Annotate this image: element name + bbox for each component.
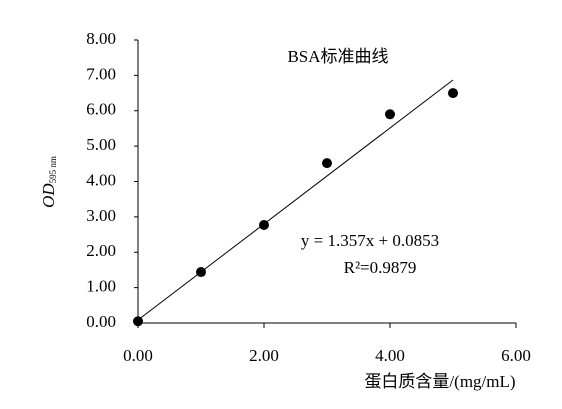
y-tick-label: 8.00 [86,29,116,48]
y-axis-label-main: OD [39,183,58,208]
y-axis-label: OD595 nm [39,156,58,208]
x-axis-label: 蛋白质含量/(mg/mL) [364,372,515,391]
y-axis-label-sub: 595 nm [48,156,58,183]
x-tick-label: 6.00 [501,346,531,365]
trendline [137,79,454,321]
y-tick-label: 6.00 [86,100,116,119]
y-tick-label: 0.00 [86,312,116,331]
data-point [448,88,458,99]
y-tick-label: 4.00 [86,170,116,189]
x-tick-label: 2.00 [249,346,279,365]
y-tick-label: 3.00 [86,206,116,225]
data-point [133,316,143,327]
x-tick-label: 0.00 [123,346,153,365]
x-tick-label: 4.00 [375,346,405,365]
data-point [259,220,269,231]
data-point [322,158,332,169]
y-tick-label: 1.00 [86,277,116,296]
y-tick-label: 5.00 [86,135,116,154]
data-point [385,109,395,120]
chart-title: BSA标准曲线 [287,47,388,66]
y-tick-label: 2.00 [86,241,116,260]
data-point [196,267,206,278]
trendline-equation: y = 1.357x + 0.0853 [301,231,439,250]
y-tick-label: 7.00 [86,64,116,83]
trendline-r2: R²=0.9879 [344,258,417,277]
